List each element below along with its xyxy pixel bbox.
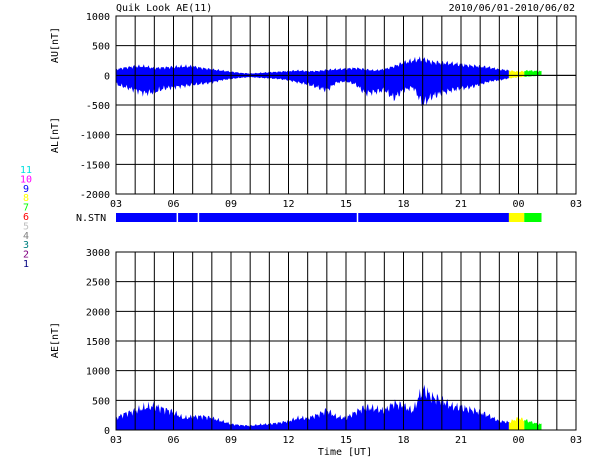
ae-xtick-label: 00 <box>512 435 524 446</box>
ae-xtick-label: 21 <box>455 435 467 446</box>
au-al-ytick-label: -500 <box>86 101 110 112</box>
legend-station-1: 1 <box>23 259 29 270</box>
ae-area-segment-1 <box>508 417 525 430</box>
au-al-ytick-label: -1500 <box>80 160 110 171</box>
ae-xtick-label: 06 <box>167 435 179 446</box>
au-al-area-segment-1 <box>508 70 525 79</box>
legend-station-4: 4 <box>23 231 29 242</box>
ae-ytick-label: 1500 <box>86 337 110 348</box>
x-axis-label: Time [UT] <box>318 447 372 458</box>
ae-xtick-label: 03 <box>110 435 122 446</box>
au-al-ytick-label: -2000 <box>80 190 110 201</box>
ae-xtick-label: 12 <box>282 435 294 446</box>
ae-ytick-label: 1000 <box>86 367 110 378</box>
date-range: 2010/06/01-2010/06/02 <box>449 3 575 14</box>
legend-station-8: 8 <box>23 193 29 204</box>
nstn-label: N.STN <box>76 213 106 224</box>
au-al-xtick-label: 12 <box>282 199 294 210</box>
ae-ytick-label: 0 <box>104 426 110 437</box>
au-al-xtick-label: 15 <box>340 199 352 210</box>
au-al-xtick-label: 03 <box>570 199 582 210</box>
legend-station-2: 2 <box>23 250 29 261</box>
station-bar-segment-0 <box>116 213 509 222</box>
au-axis-label: AU[nT] <box>50 27 61 63</box>
legend-station-7: 7 <box>23 203 29 214</box>
ae-ytick-label: 3000 <box>86 248 110 259</box>
ae-ytick-label: 2500 <box>86 278 110 289</box>
legend-station-10: 10 <box>20 174 32 185</box>
legend-station-6: 6 <box>23 212 29 223</box>
station-bar-segment-2 <box>524 213 542 222</box>
ae-ytick-label: 500 <box>92 396 110 407</box>
station-bar-segment-1 <box>508 213 525 222</box>
au-al-ytick-label: 0 <box>104 71 110 82</box>
ae-xtick-label: 03 <box>570 435 582 446</box>
au-al-xtick-label: 00 <box>512 199 524 210</box>
legend-station-9: 9 <box>23 184 29 195</box>
au-al-frame <box>115 15 577 195</box>
au-al-xtick-label: 06 <box>167 199 179 210</box>
au-al-area-segment-0 <box>116 56 509 107</box>
au-al-xtick-label: 18 <box>397 199 409 210</box>
legend-station-11: 11 <box>20 165 32 176</box>
ae-area-segment-0 <box>116 383 509 430</box>
ae-panel: AE[nT] Time [UT] 30002500200015001000500… <box>50 248 582 458</box>
ae-xtick-label: 18 <box>397 435 409 446</box>
au-al-ytick-label: -1000 <box>80 131 110 142</box>
au-al-panel: AU[nT] AL[nT] 1000 500 0 -500 -1000 -1500 -200… <box>50 12 582 210</box>
ae-frame <box>115 251 577 431</box>
legend-station-5: 5 <box>23 221 29 232</box>
ae-xtick-label: 15 <box>340 435 352 446</box>
ae-ytick-label: 2000 <box>86 307 110 318</box>
au-al-xtick-label: 21 <box>455 199 467 210</box>
legend-station-3: 3 <box>23 240 29 251</box>
au-al-xtick-label: 09 <box>225 199 237 210</box>
chart-title: Quik Look AE(11) <box>116 3 212 14</box>
ae-area-segment-2 <box>524 419 542 430</box>
ae-axis-label: AE[nT] <box>50 322 61 358</box>
au-al-ytick-label: 1000 <box>86 12 110 23</box>
station-count-panel: N.STN <box>76 213 542 224</box>
ae-xtick-label: 09 <box>225 435 237 446</box>
au-al-xtick-label: 03 <box>110 199 122 210</box>
au-al-ytick-label: 500 <box>92 42 110 53</box>
al-axis-label: AL[nT] <box>50 117 61 153</box>
au-al-area-segment-2 <box>524 69 542 77</box>
